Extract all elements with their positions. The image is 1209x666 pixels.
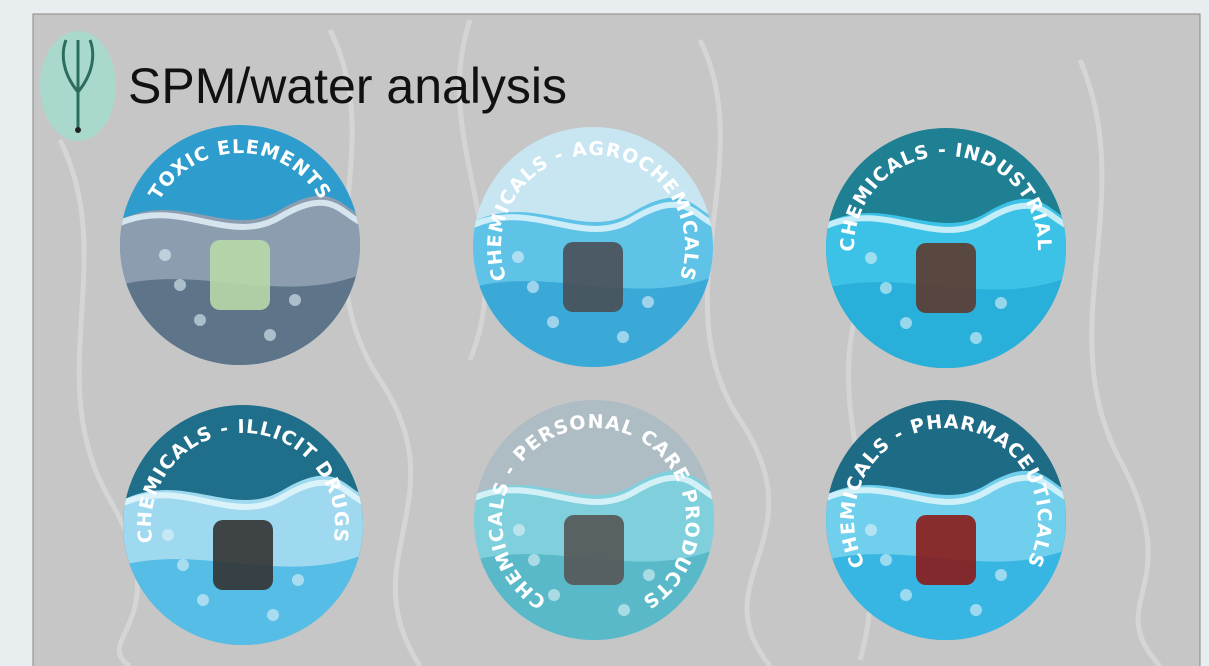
bubble — [618, 604, 630, 616]
badge-art — [474, 400, 714, 640]
bubble — [267, 609, 279, 621]
icon — [916, 515, 976, 585]
badge: CHEMICALS - AGROCHEMICALS — [473, 127, 713, 367]
bubble — [643, 569, 655, 581]
badge: CHEMICALS - ILLICIT DRUGS — [123, 405, 363, 645]
bubble — [880, 554, 892, 566]
badge-art — [123, 405, 363, 645]
bubble — [642, 296, 654, 308]
bubble — [900, 589, 912, 601]
foam — [474, 474, 714, 505]
bubble — [970, 604, 982, 616]
foam — [826, 202, 1066, 233]
bubble — [547, 316, 559, 328]
badge: CHEMICALS - INDUSTRIAL — [826, 128, 1066, 368]
bubble — [513, 524, 525, 536]
bubble — [900, 317, 912, 329]
bubble — [194, 314, 206, 326]
bubble — [174, 279, 186, 291]
foam — [120, 199, 360, 230]
bubble — [528, 554, 540, 566]
slide-title: SPM/water analysis — [128, 58, 567, 114]
icon — [210, 240, 270, 310]
badge-art — [473, 127, 713, 367]
bubble — [512, 251, 524, 263]
foam — [123, 479, 363, 510]
badge: CHEMICALS - PERSONAL CARE PRODUCTS — [474, 400, 714, 640]
icon — [564, 515, 624, 585]
icon — [213, 520, 273, 590]
bubble — [289, 294, 301, 306]
bubble — [159, 249, 171, 261]
bubble — [264, 329, 276, 341]
bubble — [177, 559, 189, 571]
badge-art — [826, 128, 1066, 368]
bubble — [162, 529, 174, 541]
bubble — [197, 594, 209, 606]
bubble — [880, 282, 892, 294]
logo — [40, 31, 116, 141]
badge-art — [826, 400, 1066, 640]
bubble — [865, 252, 877, 264]
bubble — [865, 524, 877, 536]
foam — [473, 201, 713, 232]
bubble — [548, 589, 560, 601]
bubble — [527, 281, 539, 293]
bubble — [995, 569, 1007, 581]
badge-art — [120, 125, 360, 365]
bubble — [617, 331, 629, 343]
icon — [916, 243, 976, 313]
bubble — [970, 332, 982, 344]
badge: CHEMICALS - PHARMACEUTICALS — [826, 400, 1066, 640]
bubble — [995, 297, 1007, 309]
badge: TOXIC ELEMENTS — [120, 125, 360, 365]
foam — [826, 474, 1066, 505]
bubble — [292, 574, 304, 586]
icon — [563, 242, 623, 312]
